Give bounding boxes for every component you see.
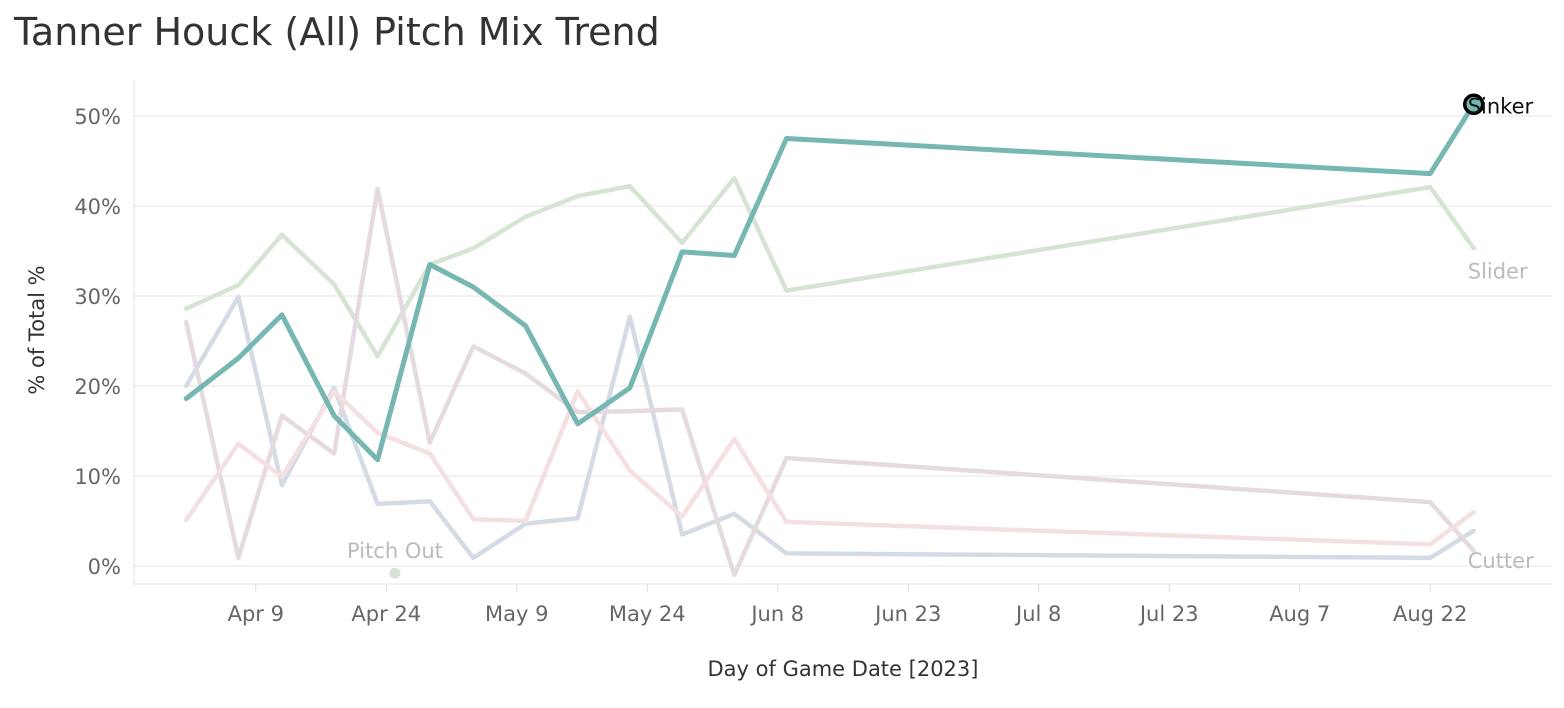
- x-tick-label: Jul 8: [1014, 602, 1061, 626]
- y-axis-title: % of Total %: [25, 265, 49, 394]
- x-tick-label: Apr 24: [351, 602, 421, 626]
- x-tick-label: Jun 8: [749, 602, 804, 626]
- axes: [133, 80, 1552, 592]
- cutter-label: Cutter: [1468, 549, 1534, 573]
- y-tick-label: 10%: [74, 465, 121, 489]
- y-tick-label: 0%: [88, 555, 121, 579]
- chart-title: Tanner Houck (All) Pitch Mix Trend: [14, 10, 660, 54]
- x-tick-label: May 24: [609, 602, 686, 626]
- y-tick-label: 20%: [74, 375, 121, 399]
- y-tick-label: 30%: [74, 285, 121, 309]
- y-tick-label: 40%: [74, 195, 121, 219]
- series-lines: [183, 93, 1485, 579]
- y-tick-labels: 0% 10% 20% 30% 40% 50%: [74, 105, 121, 579]
- x-tick-labels: Apr 9 Apr 24 May 9 May 24 Jun 8 Jun 23 Jul 8 Ju…: [228, 602, 1468, 626]
- slider-line: [183, 175, 1476, 359]
- gridlines: [134, 115, 1552, 567]
- sinker-line: [183, 101, 1477, 463]
- sinker-end-point[interactable]: [1462, 93, 1485, 116]
- unnamed-3-line: [183, 389, 1476, 547]
- x-axis-title: Day of Game Date [2023]: [708, 657, 979, 681]
- cutter-line: [183, 294, 1476, 561]
- slider-label: Slider: [1468, 259, 1528, 283]
- pitch-out-label: Pitch Out: [347, 539, 443, 563]
- unnamed-2-line: [183, 186, 1476, 578]
- pitch-out-point: [389, 567, 401, 579]
- series-end-labels: Slider Cutter Pitch Out Sinker: [347, 94, 1534, 573]
- x-tick-label: Aug 22: [1393, 602, 1467, 626]
- x-tick-label: Jun 23: [873, 602, 941, 626]
- x-tick-label: Aug 7: [1269, 602, 1330, 626]
- x-tick-label: May 9: [485, 602, 548, 626]
- x-tick-label: Jul 23: [1138, 602, 1199, 626]
- x-tick-label: Apr 9: [228, 602, 284, 626]
- y-tick-label: 50%: [74, 105, 121, 129]
- sinker-label: Sinker: [1468, 94, 1534, 118]
